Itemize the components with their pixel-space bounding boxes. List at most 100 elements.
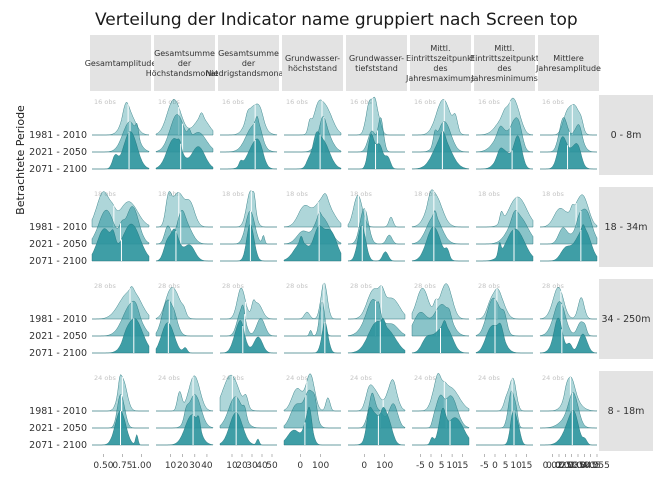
facet-panel: 16 obs: [411, 98, 470, 170]
row-strip-label: 18 - 34m: [605, 222, 648, 233]
x-tick-label: 5: [439, 461, 445, 471]
obs-count: 28 obs: [542, 282, 564, 290]
obs-count: 18 obs: [158, 190, 180, 198]
density-ridge: [348, 406, 405, 446]
density-ridge: [539, 286, 597, 320]
density-ridge: [347, 195, 405, 228]
density-ridge: [219, 374, 277, 412]
density-ridge: [92, 286, 150, 320]
obs-count: 24 obs: [478, 374, 500, 382]
facet-panel: 28 obs: [475, 282, 533, 354]
column-strip-4: [282, 35, 343, 91]
x-tick-label: 20: [177, 461, 189, 471]
obs-count: 18 obs: [414, 190, 436, 198]
density-ridge: [155, 228, 213, 262]
obs-count: 24 obs: [94, 374, 116, 382]
facet-panel: 18 obs: [476, 190, 534, 262]
y-axis-title: Betrachtete Periode: [14, 105, 27, 215]
panel-grid: GesamtamplitudeGesamtsummederHöchstandsm…: [29, 35, 653, 471]
column-strip-label: Eintrittszeitpunkt: [470, 54, 539, 63]
density-ridge: [283, 225, 342, 262]
y-tick-label: 2021 - 2050: [29, 331, 87, 342]
x-tick-label: 15: [457, 461, 468, 471]
y-tick-label: 2021 - 2050: [29, 147, 87, 158]
density-ridge: [540, 392, 597, 429]
x-tick-label: 0.02: [543, 461, 563, 471]
density-ridge: [348, 133, 405, 170]
column-strip-label: Jahresminimums: [470, 74, 538, 83]
facet-panel: 16 obs: [92, 98, 150, 170]
x-tick-label: -5: [480, 461, 489, 471]
chart-title: Verteilung der Indicator name gruppiert …: [95, 10, 578, 30]
obs-count: 28 obs: [222, 282, 244, 290]
facet-panel: 24 obs: [348, 374, 406, 446]
facet-panel: 18 obs: [220, 190, 277, 262]
column-strip-label: höchststand: [288, 64, 337, 73]
obs-count: 28 obs: [94, 282, 116, 290]
facet-panel: 24 obs: [540, 374, 598, 446]
x-tick-label: 0.04: [568, 461, 588, 471]
obs-count: 28 obs: [350, 282, 372, 290]
column-strip-2: [154, 35, 215, 91]
x-tick-label: 0.045: [571, 461, 597, 471]
x-tick-label: 0: [492, 461, 498, 471]
density-ridge: [347, 317, 406, 354]
density-ridge: [284, 131, 342, 170]
obs-count: 28 obs: [158, 282, 180, 290]
density-ridge: [155, 138, 214, 170]
facet-panel: 28 obs: [411, 282, 470, 354]
density-ridge: [220, 138, 278, 170]
density-ridge: [220, 190, 277, 228]
x-tick-label: 0.025: [546, 461, 572, 471]
density-ridge: [411, 304, 470, 337]
obs-count: 18 obs: [478, 190, 500, 198]
obs-count: 16 obs: [222, 98, 244, 106]
x-tick-label: 20: [236, 461, 248, 471]
row-strip-label: 0 - 8m: [611, 130, 642, 141]
x-tick-label: 0: [297, 461, 303, 471]
x-tick-label: 0.75: [112, 461, 132, 471]
facet-panel: 24 obs: [92, 374, 149, 446]
density-ridge: [540, 136, 597, 170]
x-tick-label: 40: [256, 461, 268, 471]
column-strip-label: Grundwasser-: [349, 54, 404, 63]
x-tick-label: 1.00: [131, 461, 151, 471]
x-tick-label: 100: [376, 461, 393, 471]
obs-count: 24 obs: [222, 374, 244, 382]
obs-count: 16 obs: [94, 98, 116, 106]
obs-count: 18 obs: [286, 190, 308, 198]
facet-panel: 18 obs: [155, 190, 213, 262]
x-tick-label: 5: [503, 461, 509, 471]
facet-panel: 28 obs: [347, 282, 406, 354]
facet-panel: 18 obs: [539, 190, 598, 262]
x-tick-label: 10: [226, 461, 238, 471]
x-tick-label: 50: [266, 461, 278, 471]
obs-count: 16 obs: [158, 98, 180, 106]
obs-count: 16 obs: [414, 98, 436, 106]
obs-count: 24 obs: [414, 374, 436, 382]
facet-panel: 16 obs: [284, 98, 342, 170]
facet-panel: 16 obs: [540, 98, 597, 170]
facet-panel: 28 obs: [92, 282, 150, 354]
x-tick-label: 10: [165, 461, 177, 471]
obs-count: 24 obs: [350, 374, 372, 382]
column-strip-label: Eintrittszeitpunkt: [406, 54, 475, 63]
density-ridge: [348, 379, 406, 412]
y-tick-label: 2021 - 2050: [29, 423, 87, 434]
column-strip-label: Mittl.: [430, 44, 450, 53]
y-tick-label: 2071 - 2100: [29, 164, 87, 175]
x-tick-label: 10: [510, 461, 522, 471]
density-ridge: [411, 189, 469, 228]
facet-panel: 16 obs: [220, 98, 278, 170]
density-ridge: [220, 223, 277, 262]
column-strip-label: Jahresamplitude: [535, 64, 601, 73]
x-tick-label: 0.035: [559, 461, 585, 471]
x-tick-label: 40: [201, 461, 213, 471]
column-strip-label: der: [242, 59, 256, 68]
facet-panel: 24 obs: [476, 374, 533, 446]
obs-count: 16 obs: [286, 98, 308, 106]
facet-panel: 18 obs: [347, 190, 405, 262]
density-ridge: [540, 104, 597, 136]
column-strip-6: [410, 35, 471, 91]
column-strip-label: Niedrigstandsmonate: [205, 69, 291, 78]
